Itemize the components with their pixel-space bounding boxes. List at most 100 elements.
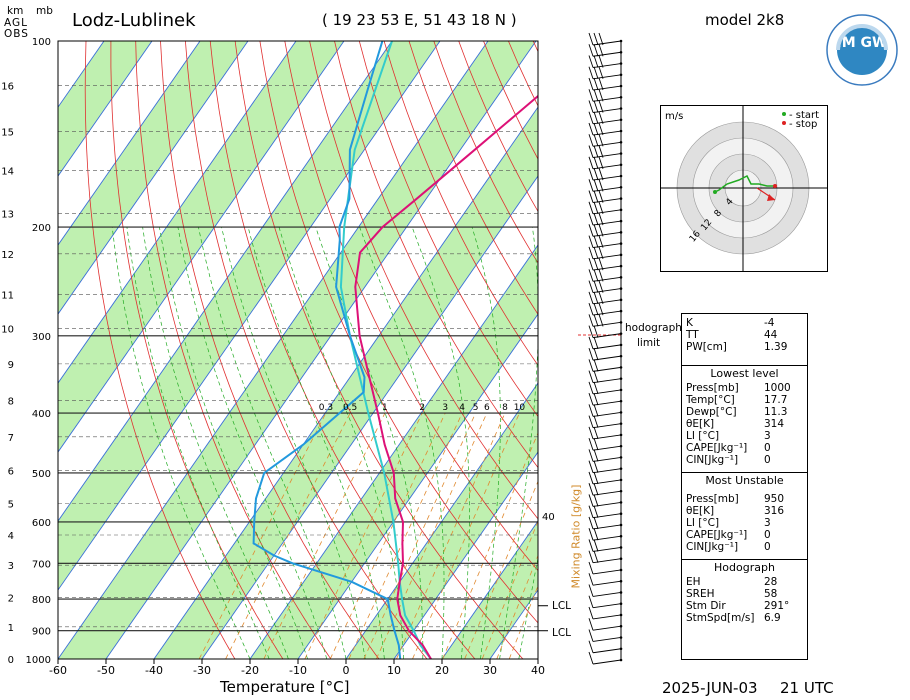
wind-barb-flag [593, 291, 599, 304]
pressure-tick-label: 600 [32, 518, 51, 529]
wind-barb [588, 314, 623, 327]
km-tick-label: 7 [8, 433, 14, 444]
indices-panel: K -4 TT 44 PW[cm] 1.39 Lowest level Press[mb]… [681, 313, 808, 660]
wind-barb-flag [588, 494, 594, 507]
wind-barb-flag [588, 415, 594, 428]
wind-barb-flag [593, 246, 599, 259]
wind-barb [588, 618, 623, 631]
hodograph-stop [773, 184, 777, 188]
index-value: 3 [764, 517, 771, 529]
wind-barb [588, 539, 623, 552]
x-axis-title: Temperature [°C] [220, 678, 350, 696]
wind-barb-flag [593, 483, 599, 496]
index-key: CAPE[Jkg⁻¹] [686, 529, 748, 541]
index-key: LI [°C] [686, 430, 720, 442]
wind-barb [588, 122, 623, 136]
wind-barb-flag [588, 201, 594, 214]
wind-barb-flag [598, 212, 604, 226]
wind-barb-flag [593, 32, 599, 46]
index-row: LI [°C] 3 [682, 517, 807, 529]
index-key: Dewp[°C] [686, 406, 737, 418]
wind-barb-flag [593, 449, 599, 462]
wind-barb [588, 449, 623, 462]
isotherm-line [58, 41, 441, 591]
pressure-tick-label: 500 [32, 469, 51, 480]
wind-barb [588, 561, 623, 575]
index-key: CIN[Jkg⁻¹] [686, 541, 739, 553]
wind-barb-flag [588, 438, 594, 451]
index-row: Temp[°C] 17.7 [682, 394, 807, 406]
index-value: 11.3 [764, 406, 788, 418]
wind-barb-flag [593, 393, 599, 406]
wind-barb-flag [598, 314, 604, 327]
wind-barb-flag [588, 134, 594, 147]
wind-barb [588, 302, 623, 316]
wind-barb-flag [588, 516, 594, 530]
isotherm-line [393, 451, 538, 659]
wind-barb-flag [593, 167, 599, 181]
wind-barb-dot [619, 107, 623, 110]
wind-barb [588, 347, 623, 361]
wind-barb-flag [593, 111, 599, 124]
wind-barb-flag [588, 336, 594, 350]
index-key: StmSpd[m/s] [686, 612, 755, 624]
index-row: K -4 [682, 317, 807, 329]
isotherm-line [441, 520, 538, 659]
wind-barb-shaft [592, 603, 622, 609]
pressure-tick-label: 300 [32, 332, 51, 343]
lowest-level-title: Lowest level [710, 367, 779, 380]
wind-barb-flag [593, 212, 599, 226]
mixing-ratio-tick-label: 4 [459, 403, 465, 413]
hodograph-limit-label-2: limit [637, 337, 661, 349]
wind-barb [588, 494, 623, 507]
wind-barb [588, 584, 623, 597]
wind-barb [588, 111, 623, 125]
index-key: θE[K] [686, 418, 715, 430]
mixing-ratio-tick-label: 3 [442, 403, 448, 413]
legend-start-marker [782, 112, 786, 116]
wind-barb [588, 134, 623, 147]
hodograph-ring-label: 8 [713, 208, 725, 219]
km-tick-label: 11 [1, 290, 14, 301]
wind-barb [588, 66, 623, 80]
mixing-ratio-line [348, 412, 463, 659]
wind-barb [588, 32, 623, 46]
wind-barb-flag [588, 651, 594, 665]
wind-barb [588, 201, 623, 215]
legend-stop-label: - stop [789, 119, 817, 130]
wind-barb-flag [593, 370, 599, 383]
wind-barb-shaft [592, 592, 622, 597]
km-tick-label: 8 [8, 397, 14, 408]
km-tick-label: 6 [8, 466, 14, 477]
isotherm-line [297, 313, 538, 659]
wind-barb-flag [588, 347, 594, 361]
index-key: PW[cm] [686, 341, 727, 353]
wind-barb [588, 438, 623, 451]
wind-barb-flag [593, 201, 599, 214]
x-tick-label: 40 [531, 664, 545, 677]
wind-barb-flag [598, 156, 604, 169]
dry-adiabat [358, 41, 538, 418]
pressure-tick-label: 100 [32, 37, 51, 48]
legend-start-label: - start [789, 110, 819, 121]
wind-barb-flag [598, 179, 604, 192]
wind-barb-flag [588, 381, 594, 395]
wind-barb [588, 167, 623, 181]
mixing-ratio-line [198, 412, 327, 659]
storm-motion-arrowhead [767, 194, 775, 201]
isotherm-band [58, 41, 536, 659]
x-tick-label: -20 [241, 664, 259, 677]
temperature-curve [354, 94, 538, 659]
lcl-label-upper: LCL [552, 600, 572, 612]
index-value: 291° [764, 600, 790, 612]
index-row: Stm Dir 291° [682, 600, 807, 612]
wind-barb-shaft [592, 659, 622, 665]
wind-barb-flag [588, 370, 594, 383]
axis-obs-label: OBS [4, 28, 29, 40]
wind-barb-flag [588, 325, 594, 338]
wind-barb-flag [588, 246, 594, 259]
wind-barb-flag [588, 66, 594, 79]
wind-barb [588, 336, 623, 350]
mixing-ratio-line [263, 412, 386, 659]
